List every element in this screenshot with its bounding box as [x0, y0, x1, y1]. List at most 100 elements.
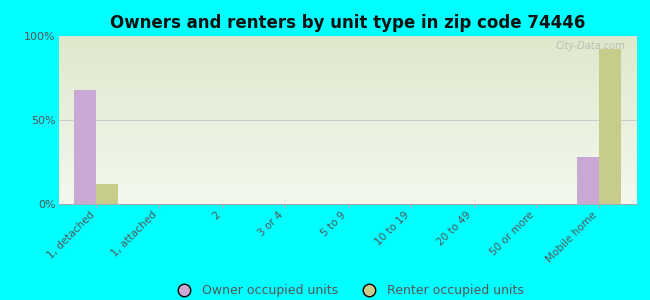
Bar [58, 95, 637, 96]
Bar [58, 126, 637, 127]
Bar [58, 110, 637, 111]
Bar [58, 67, 637, 68]
Bar [58, 45, 637, 46]
Bar [58, 197, 637, 198]
Bar [599, 50, 621, 204]
Bar [58, 172, 637, 173]
Bar [58, 148, 637, 149]
Bar [58, 124, 637, 125]
Bar [58, 101, 637, 102]
Bar [58, 97, 637, 98]
Bar [58, 165, 637, 166]
Bar [58, 164, 637, 165]
Bar [58, 105, 637, 106]
Bar [58, 49, 637, 50]
Bar [58, 57, 637, 58]
Bar [58, 38, 637, 39]
Bar [58, 71, 637, 72]
Bar [58, 156, 637, 157]
Bar [58, 167, 637, 168]
Bar [58, 169, 637, 170]
Bar [58, 125, 637, 126]
Bar [58, 104, 637, 105]
Bar [58, 78, 637, 79]
Bar [58, 79, 637, 80]
Bar [58, 181, 637, 182]
Bar [58, 44, 637, 45]
Bar [58, 114, 637, 115]
Bar [58, 177, 637, 178]
Bar [58, 100, 637, 101]
Bar [58, 70, 637, 71]
Bar [58, 162, 637, 163]
Bar [58, 176, 637, 177]
Bar [58, 199, 637, 200]
Bar [58, 170, 637, 171]
Bar [58, 203, 637, 204]
Bar [58, 132, 637, 133]
Bar [58, 192, 637, 193]
Bar [58, 168, 637, 169]
Bar [58, 53, 637, 54]
Bar [58, 175, 637, 176]
Bar [58, 183, 637, 184]
Bar [58, 202, 637, 203]
Bar [58, 91, 637, 92]
Bar [58, 178, 637, 179]
Bar [58, 185, 637, 186]
Text: City-Data.com: City-Data.com [556, 41, 625, 51]
Bar [58, 93, 637, 94]
Bar [58, 55, 637, 56]
Bar [58, 153, 637, 154]
Bar [58, 122, 637, 123]
Bar [58, 141, 637, 142]
Bar [58, 195, 637, 196]
Bar [58, 145, 637, 146]
Legend: Owner occupied units, Renter occupied units: Owner occupied units, Renter occupied un… [167, 279, 528, 300]
Bar [58, 182, 637, 183]
Bar [58, 69, 637, 70]
Bar [58, 134, 637, 135]
Bar [58, 128, 637, 129]
Bar [58, 60, 637, 61]
Bar [58, 150, 637, 151]
Bar [58, 113, 637, 114]
Bar [58, 130, 637, 131]
Bar [58, 77, 637, 78]
Bar [58, 41, 637, 42]
Bar [58, 68, 637, 69]
Bar [58, 80, 637, 81]
Bar [58, 184, 637, 185]
Bar [58, 157, 637, 158]
Bar [58, 106, 637, 107]
Bar [58, 46, 637, 47]
Bar [58, 42, 637, 43]
Bar [58, 129, 637, 130]
Bar [58, 161, 637, 162]
Bar [58, 74, 637, 75]
Bar [58, 133, 637, 134]
Bar [58, 186, 637, 187]
Bar [58, 54, 637, 55]
Bar [58, 154, 637, 155]
Bar [58, 107, 637, 108]
Bar [58, 99, 637, 100]
Bar [58, 187, 637, 188]
Bar [58, 115, 637, 116]
Bar [58, 140, 637, 141]
Bar [58, 201, 637, 202]
Bar [58, 90, 637, 91]
Bar [58, 179, 637, 180]
Bar [58, 73, 637, 74]
Bar [58, 89, 637, 90]
Bar [58, 127, 637, 128]
Bar [58, 155, 637, 156]
Bar [58, 200, 637, 201]
Bar [58, 193, 637, 194]
Bar [58, 64, 637, 65]
Bar [58, 36, 637, 37]
Bar [58, 52, 637, 53]
Bar [58, 51, 637, 52]
Bar [58, 59, 637, 60]
Bar [58, 137, 637, 138]
